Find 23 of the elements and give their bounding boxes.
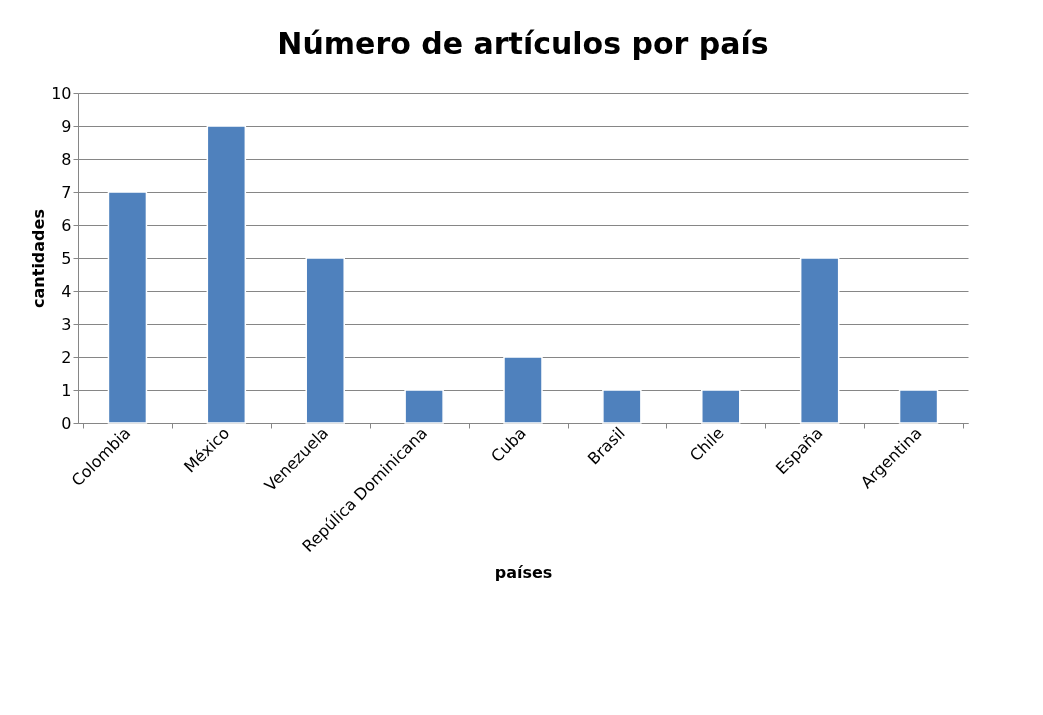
- bar: [898, 389, 939, 424]
- bar: [503, 356, 543, 424]
- y-axis-title: cantidades: [29, 209, 49, 308]
- bar: [206, 125, 247, 424]
- y-tick-label: 0: [61, 413, 72, 433]
- bar: [799, 257, 840, 424]
- y-tick-label: 4: [61, 281, 72, 301]
- y-tick-label: 10: [51, 83, 72, 103]
- x-axis-title: países: [494, 563, 553, 583]
- bar: [404, 389, 444, 424]
- chart-title: Número de artículos por país: [277, 26, 769, 61]
- y-tick-label: 2: [61, 347, 72, 367]
- y-tick-label: 1: [61, 380, 72, 400]
- bar: [107, 191, 148, 424]
- y-tick-label: 7: [61, 182, 72, 202]
- bar: [602, 389, 642, 424]
- y-tick-label: 3: [61, 314, 72, 334]
- y-tick-label: 8: [61, 149, 72, 169]
- bar: [701, 389, 741, 424]
- y-tick-label: 9: [61, 116, 72, 136]
- y-tick-label: 6: [61, 215, 72, 235]
- bar: [305, 257, 345, 424]
- y-tick-label: 5: [61, 248, 72, 268]
